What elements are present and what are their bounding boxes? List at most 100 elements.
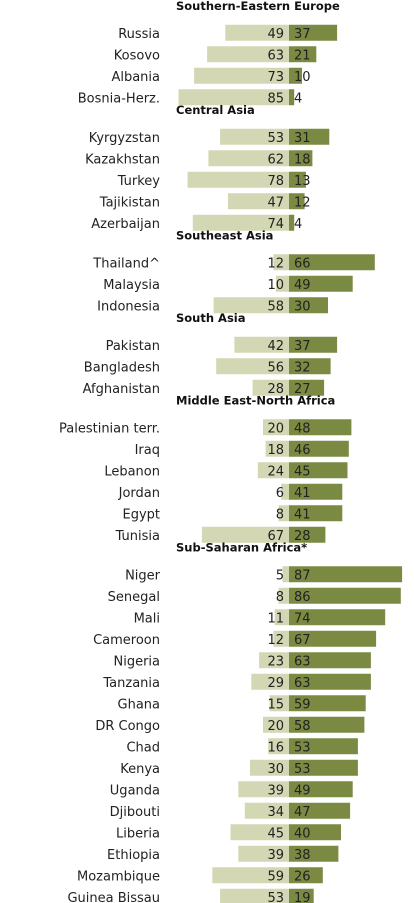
left-value-label: 58: [267, 299, 284, 314]
left-value-label: 39: [267, 848, 284, 863]
left-bar: [244, 802, 289, 819]
country-label: Kazakhstan: [85, 152, 160, 167]
country-label: Pakistan: [106, 339, 160, 354]
country-label: Guinea Bissau: [67, 891, 160, 903]
country-label: Lebanon: [104, 464, 160, 479]
right-value-label: 40: [294, 826, 311, 841]
left-value-label: 85: [267, 91, 284, 106]
right-bar: [289, 297, 328, 314]
right-bar: [289, 483, 343, 500]
left-bar: [273, 630, 289, 647]
right-bar: [289, 695, 366, 712]
left-bar: [213, 297, 289, 314]
left-value-label: 62: [267, 152, 284, 167]
left-value-label: 8: [276, 507, 284, 522]
right-bar: [289, 759, 358, 776]
country-label: Indonesia: [97, 299, 160, 314]
right-bar: [289, 867, 323, 884]
right-bar: [289, 888, 314, 903]
left-value-label: 8: [276, 590, 284, 605]
right-value-label: 27: [294, 382, 311, 397]
right-value-label: 58: [294, 719, 311, 734]
left-bar: [216, 358, 289, 375]
right-bar: [289, 673, 371, 690]
left-bar: [208, 150, 289, 167]
country-label: DR Congo: [95, 719, 160, 734]
left-value-label: 12: [267, 633, 284, 648]
left-value-label: 63: [267, 48, 284, 63]
country-label: Kenya: [120, 762, 160, 777]
country-label: Albania: [111, 70, 160, 85]
left-value-label: 53: [267, 131, 284, 146]
left-bar: [230, 824, 289, 841]
right-value-label: 49: [294, 278, 311, 293]
left-value-label: 53: [267, 891, 284, 903]
country-label: Cameroon: [93, 633, 160, 648]
country-label: Thailand^: [92, 256, 160, 271]
left-bar: [268, 738, 289, 755]
left-bar: [274, 609, 289, 626]
country-label: Malaysia: [103, 278, 160, 293]
left-value-label: 30: [267, 762, 284, 777]
right-value-label: 31: [294, 131, 311, 146]
right-value-label: 59: [294, 697, 311, 712]
right-bar: [289, 336, 338, 353]
right-value-label: 37: [294, 339, 311, 354]
left-value-label: 20: [267, 719, 284, 734]
right-value-label: 28: [294, 529, 311, 544]
left-bar: [225, 24, 289, 41]
right-bar: [289, 802, 351, 819]
right-value-label: 41: [294, 507, 311, 522]
country-label: Iraq: [135, 443, 160, 458]
right-value-label: 4: [294, 217, 302, 232]
country-label: Ghana: [118, 697, 161, 712]
left-bar: [178, 89, 289, 106]
right-value-label: 47: [294, 805, 311, 820]
left-bar: [263, 419, 289, 436]
country-label: Bangladesh: [84, 360, 160, 375]
right-value-label: 48: [294, 421, 311, 436]
right-bar: [289, 781, 353, 798]
right-value-label: 32: [294, 360, 311, 375]
right-value-label: 18: [294, 152, 311, 167]
left-bar: [192, 214, 289, 231]
right-value-label: 37: [294, 27, 311, 42]
right-value-label: 74: [294, 611, 311, 626]
left-value-label: 42: [267, 339, 284, 354]
country-label: Ethiopia: [107, 848, 160, 863]
left-value-label: 73: [267, 70, 284, 85]
country-label: Tajikistan: [99, 195, 160, 210]
right-value-label: 19: [294, 891, 311, 903]
left-bar: [238, 845, 289, 862]
region-header: South Asia: [176, 311, 246, 325]
right-bar: [289, 440, 349, 457]
left-value-label: 15: [267, 697, 284, 712]
country-label: Uganda: [110, 783, 160, 798]
right-bar: [289, 171, 306, 188]
left-bar: [227, 193, 289, 210]
right-bar: [289, 214, 295, 231]
right-bar: [289, 845, 339, 862]
left-bar: [273, 254, 289, 271]
left-value-label: 16: [267, 740, 284, 755]
left-value-label: 12: [267, 256, 284, 271]
left-value-label: 20: [267, 421, 284, 436]
region-header: Southern-Eastern Europe: [176, 0, 340, 13]
right-bar: [289, 630, 377, 647]
region-header: Sub-Saharan Africa*: [176, 541, 307, 555]
right-bar: [289, 505, 343, 522]
right-value-label: 46: [294, 443, 311, 458]
right-value-label: 30: [294, 299, 311, 314]
right-value-label: 67: [294, 633, 311, 648]
right-bar: [289, 89, 295, 106]
right-bar: [289, 462, 348, 479]
region-header: Southeast Asia: [176, 229, 273, 243]
country-label: Nigeria: [113, 654, 160, 669]
right-bar: [289, 128, 330, 145]
left-value-label: 18: [267, 443, 284, 458]
right-bar: [289, 193, 305, 210]
right-value-label: 21: [294, 48, 311, 63]
left-bar: [187, 171, 289, 188]
right-bar: [289, 358, 331, 375]
left-value-label: 6: [276, 486, 284, 501]
